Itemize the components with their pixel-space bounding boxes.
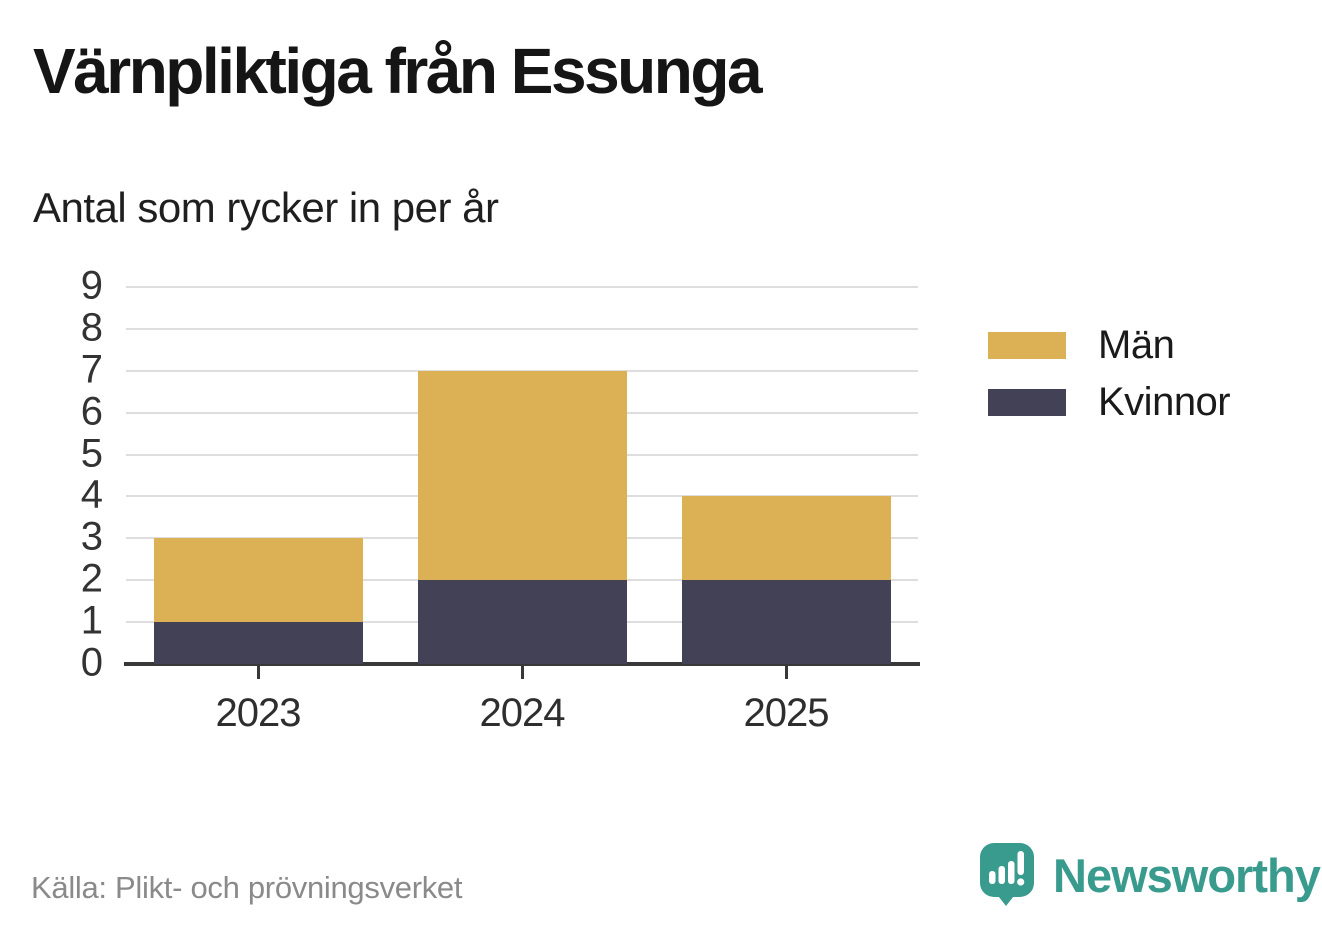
legend-swatch-man [988, 332, 1066, 359]
newsworthy-logo-icon [980, 843, 1034, 906]
legend-label-man: Män [1098, 323, 1175, 367]
y-tick-label-4: 4 [80, 473, 103, 518]
plot-area [124, 286, 920, 666]
x-tick-label-2024: 2024 [479, 691, 566, 735]
x-axis-line [124, 662, 920, 666]
bar-segment-män-2023 [153, 538, 363, 623]
legend-item-man: Män [988, 317, 1230, 374]
bar-segment-kvinnor-2023 [153, 622, 363, 664]
bar-segment-kvinnor-2024 [417, 580, 627, 664]
x-tick-mark-2025 [784, 666, 788, 679]
gridline-8 [126, 327, 918, 330]
brand-name: Newsworthy [1053, 848, 1321, 902]
y-tick-label-2: 2 [80, 556, 103, 601]
bar-segment-kvinnor-2025 [681, 580, 891, 664]
x-tick-mark-2024 [520, 666, 524, 679]
y-tick-label-8: 8 [80, 305, 103, 350]
y-tick-label-6: 6 [80, 389, 103, 434]
x-tick-label-2025: 2025 [743, 691, 830, 735]
y-tick-label-3: 3 [80, 514, 103, 559]
y-tick-label-7: 7 [80, 347, 103, 392]
gridline-9 [126, 286, 918, 288]
legend-item-kvinnor: Kvinnor [988, 374, 1231, 431]
y-tick-label-1: 1 [80, 598, 103, 643]
x-tick-mark-2023 [256, 666, 260, 679]
newsworthy-brand: Newsworthy [979, 842, 1321, 908]
chart-title: Värnpliktiga från Essunga [33, 35, 763, 107]
x-tick-label-2023: 2023 [215, 691, 302, 735]
source-note: Källa: Plikt- och prövningsverket [31, 870, 463, 905]
gridline-7 [126, 369, 918, 372]
legend: Män Kvinnor [988, 317, 1231, 431]
y-tick-label-9: 9 [80, 263, 103, 308]
legend-label-kvinnor: Kvinnor [1098, 380, 1231, 424]
chart-subtitle: Antal som rycker in per år [33, 184, 499, 231]
y-tick-label-0: 0 [80, 640, 103, 685]
y-tick-label-5: 5 [80, 431, 103, 476]
bar-segment-män-2025 [681, 496, 891, 581]
legend-swatch-kvinnor [988, 389, 1066, 416]
bar-segment-män-2024 [417, 370, 627, 581]
